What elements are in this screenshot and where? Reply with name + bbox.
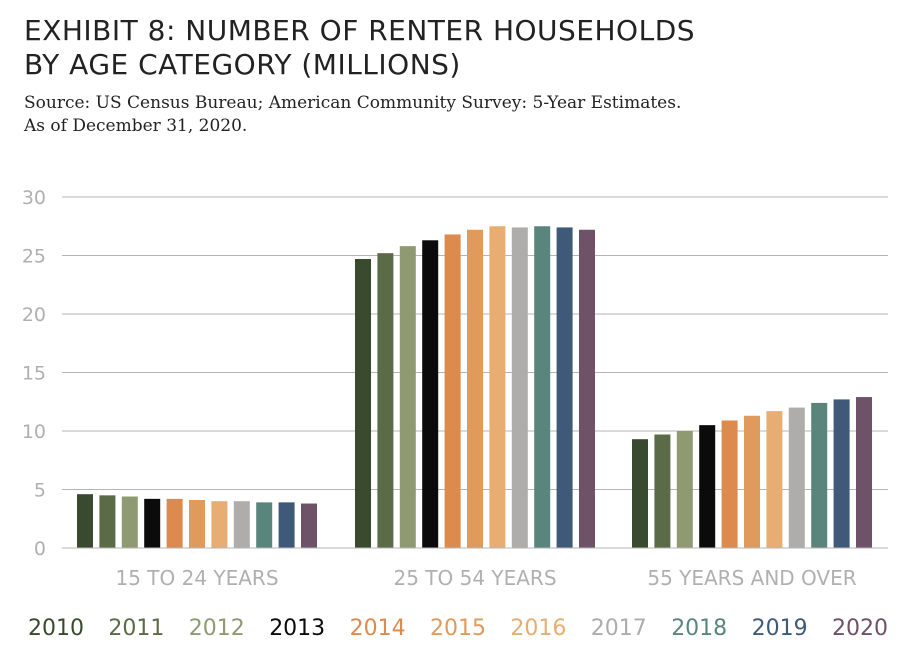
- x-category-label: 25 TO 54 YEARS: [393, 566, 556, 590]
- bar-2013: [422, 240, 439, 549]
- y-tick-label: 25: [22, 246, 46, 268]
- bar-chart: 0 5 10 15 20 25 30 15 TO 24 YEARS 25 TO 54 YEARS…: [22, 187, 888, 590]
- x-category-label: 15 TO 24 YEARS: [115, 566, 278, 590]
- bar-2015: [467, 229, 483, 548]
- subtitle-line-2: As of December 31, 2020.: [24, 116, 248, 136]
- y-tick-label: 30: [22, 187, 46, 209]
- y-tick-label: 0: [34, 538, 46, 560]
- bar-2019: [833, 399, 850, 548]
- bar-2018: [811, 402, 828, 548]
- bar-2012: [399, 246, 416, 548]
- bar-2018: [534, 226, 551, 548]
- chart-title-line-2: BY AGE CATEGORY (MILLIONS): [24, 48, 461, 81]
- bar-2014: [166, 498, 183, 548]
- chart-title: EXHIBIT 8: NUMBER OF RENTER HOUSEHOLDS B…: [24, 14, 884, 82]
- y-tick-label: 10: [22, 421, 46, 443]
- bar-2014: [721, 420, 738, 548]
- legend-item-2015: 2015: [430, 616, 486, 641]
- chart-subtitle: Source: US Census Bureau; American Commu…: [24, 92, 884, 138]
- bar-2012: [676, 431, 693, 548]
- bar-2011: [377, 253, 394, 548]
- bar-2017: [233, 501, 250, 548]
- legend-item-2018: 2018: [671, 616, 728, 641]
- subtitle-line-1: Source: US Census Bureau; American Commu…: [24, 93, 682, 113]
- bar-2015: [189, 500, 205, 548]
- bar-2020: [579, 229, 595, 548]
- bar-2011: [99, 495, 116, 548]
- legend: 2010 2011 2012 2013 2014 2015 2016 2017 2018 2019…: [0, 612, 910, 648]
- legend-item-2016: 2016: [510, 616, 567, 641]
- legend-item-2013: 2013: [269, 616, 326, 641]
- bar-2017: [511, 227, 528, 549]
- legend-item-2012: 2012: [188, 616, 245, 641]
- legend-item-2011: 2011: [108, 616, 165, 641]
- bar-2019: [556, 227, 573, 549]
- legend-item-2020: 2020: [832, 616, 888, 641]
- bar-2020: [856, 397, 872, 548]
- legend-item-2019: 2019: [751, 616, 808, 641]
- y-tick-label: 20: [22, 304, 46, 326]
- bar-2016: [489, 226, 506, 548]
- bar-2017: [788, 407, 805, 548]
- bar-2011: [654, 434, 671, 548]
- bar-2010: [632, 439, 648, 548]
- y-tick-label: 5: [34, 480, 46, 502]
- bar-2012: [121, 496, 138, 548]
- bar-2015: [744, 415, 760, 548]
- y-tick-label: 15: [22, 363, 46, 385]
- bar-2010: [355, 259, 371, 548]
- bar-2018: [256, 502, 273, 548]
- chart-title-line-1: EXHIBIT 8: NUMBER OF RENTER HOUSEHOLDS: [24, 14, 696, 47]
- legend-item-2017: 2017: [590, 616, 647, 641]
- bar-2019: [278, 502, 295, 548]
- bar-2013: [699, 425, 716, 548]
- bar-2016: [211, 501, 228, 548]
- x-category-label: 55 YEARS AND OVER: [647, 566, 856, 590]
- bar-2014: [444, 234, 461, 548]
- title-block: EXHIBIT 8: NUMBER OF RENTER HOUSEHOLDS B…: [24, 14, 884, 138]
- bar-2013: [144, 498, 161, 548]
- bar-2016: [766, 411, 783, 548]
- legend-item-2010: 2010: [28, 616, 84, 641]
- bar-2010: [77, 494, 93, 548]
- bar-2020: [301, 503, 317, 548]
- legend-item-2014: 2014: [349, 616, 406, 641]
